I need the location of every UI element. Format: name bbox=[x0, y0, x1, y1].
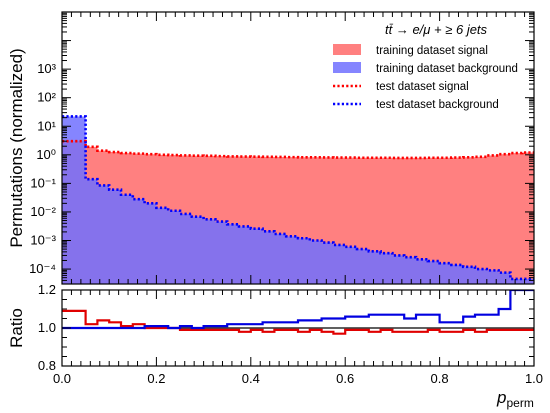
main-y-axis-title: Permutations (normalized) bbox=[7, 48, 26, 247]
series-dotted-2 bbox=[62, 139, 534, 160]
ratio-panel: 0.8 1.0 1.2 0.0 0.2 0.4 0.6 0.8 1.0 bbox=[38, 282, 543, 386]
legend-swatch-0 bbox=[333, 44, 361, 55]
legend-title: tt̄ → e/μ + ≥ 6 jets bbox=[385, 22, 488, 37]
legend: tt̄ → e/μ + ≥ 6 jets training dataset sig… bbox=[333, 22, 518, 111]
main-y-tick-label: 10⁻⁴ bbox=[29, 261, 56, 276]
main-panel: 10⁻⁴ 10⁻³ 10⁻² 10⁻¹ 10⁰ 10¹ 10² 10³ bbox=[29, 11, 535, 285]
legend-swatch-1 bbox=[333, 62, 361, 73]
ratio-y-axis-title: Ratio bbox=[7, 308, 26, 348]
main-y-tick-label: 10⁻¹ bbox=[30, 175, 56, 190]
main-y-tick-label: 10⁰ bbox=[36, 147, 56, 162]
main-y-tick-label: 10⁻³ bbox=[30, 233, 56, 248]
ratio-x-tick-label: 0.6 bbox=[336, 371, 354, 386]
main-plot-area bbox=[62, 115, 534, 284]
ratio-series-0 bbox=[62, 309, 534, 335]
series-dotted-3 bbox=[62, 115, 534, 281]
series-fill-1 bbox=[62, 116, 534, 284]
main-y-tick-label: 10² bbox=[37, 90, 56, 105]
legend-label-1: training dataset background bbox=[376, 63, 518, 75]
ratio-x-tick-label: 1.0 bbox=[525, 371, 543, 386]
main-y-tick-label: 10¹ bbox=[37, 118, 56, 133]
ratio-y-tick-label: 0.8 bbox=[38, 358, 56, 373]
ratio-y-tick-label: 1.0 bbox=[38, 320, 56, 335]
main-y-tick-label: 10⁻² bbox=[30, 204, 56, 219]
x-axis-title: pperm bbox=[496, 388, 534, 410]
ratio-plot-area bbox=[62, 290, 534, 335]
ratio-x-tick-label: 0.8 bbox=[431, 371, 449, 386]
ratio-x-tick-label: 0.0 bbox=[53, 371, 71, 386]
main-y-tick-label: 10³ bbox=[37, 61, 56, 76]
legend-label-3: test dataset background bbox=[376, 99, 499, 111]
x-axis-title-main: p bbox=[496, 388, 506, 407]
legend-label-0: training dataset signal bbox=[376, 45, 488, 57]
x-axis-title-sub: perm bbox=[506, 396, 533, 410]
ratio-x-tick-label: 0.4 bbox=[242, 371, 260, 386]
ratio-series-1 bbox=[62, 290, 534, 330]
ratio-y-tick-label: 1.2 bbox=[38, 282, 56, 297]
ratio-x-tick-label: 0.2 bbox=[147, 371, 165, 386]
legend-label-2: test dataset signal bbox=[376, 81, 469, 93]
